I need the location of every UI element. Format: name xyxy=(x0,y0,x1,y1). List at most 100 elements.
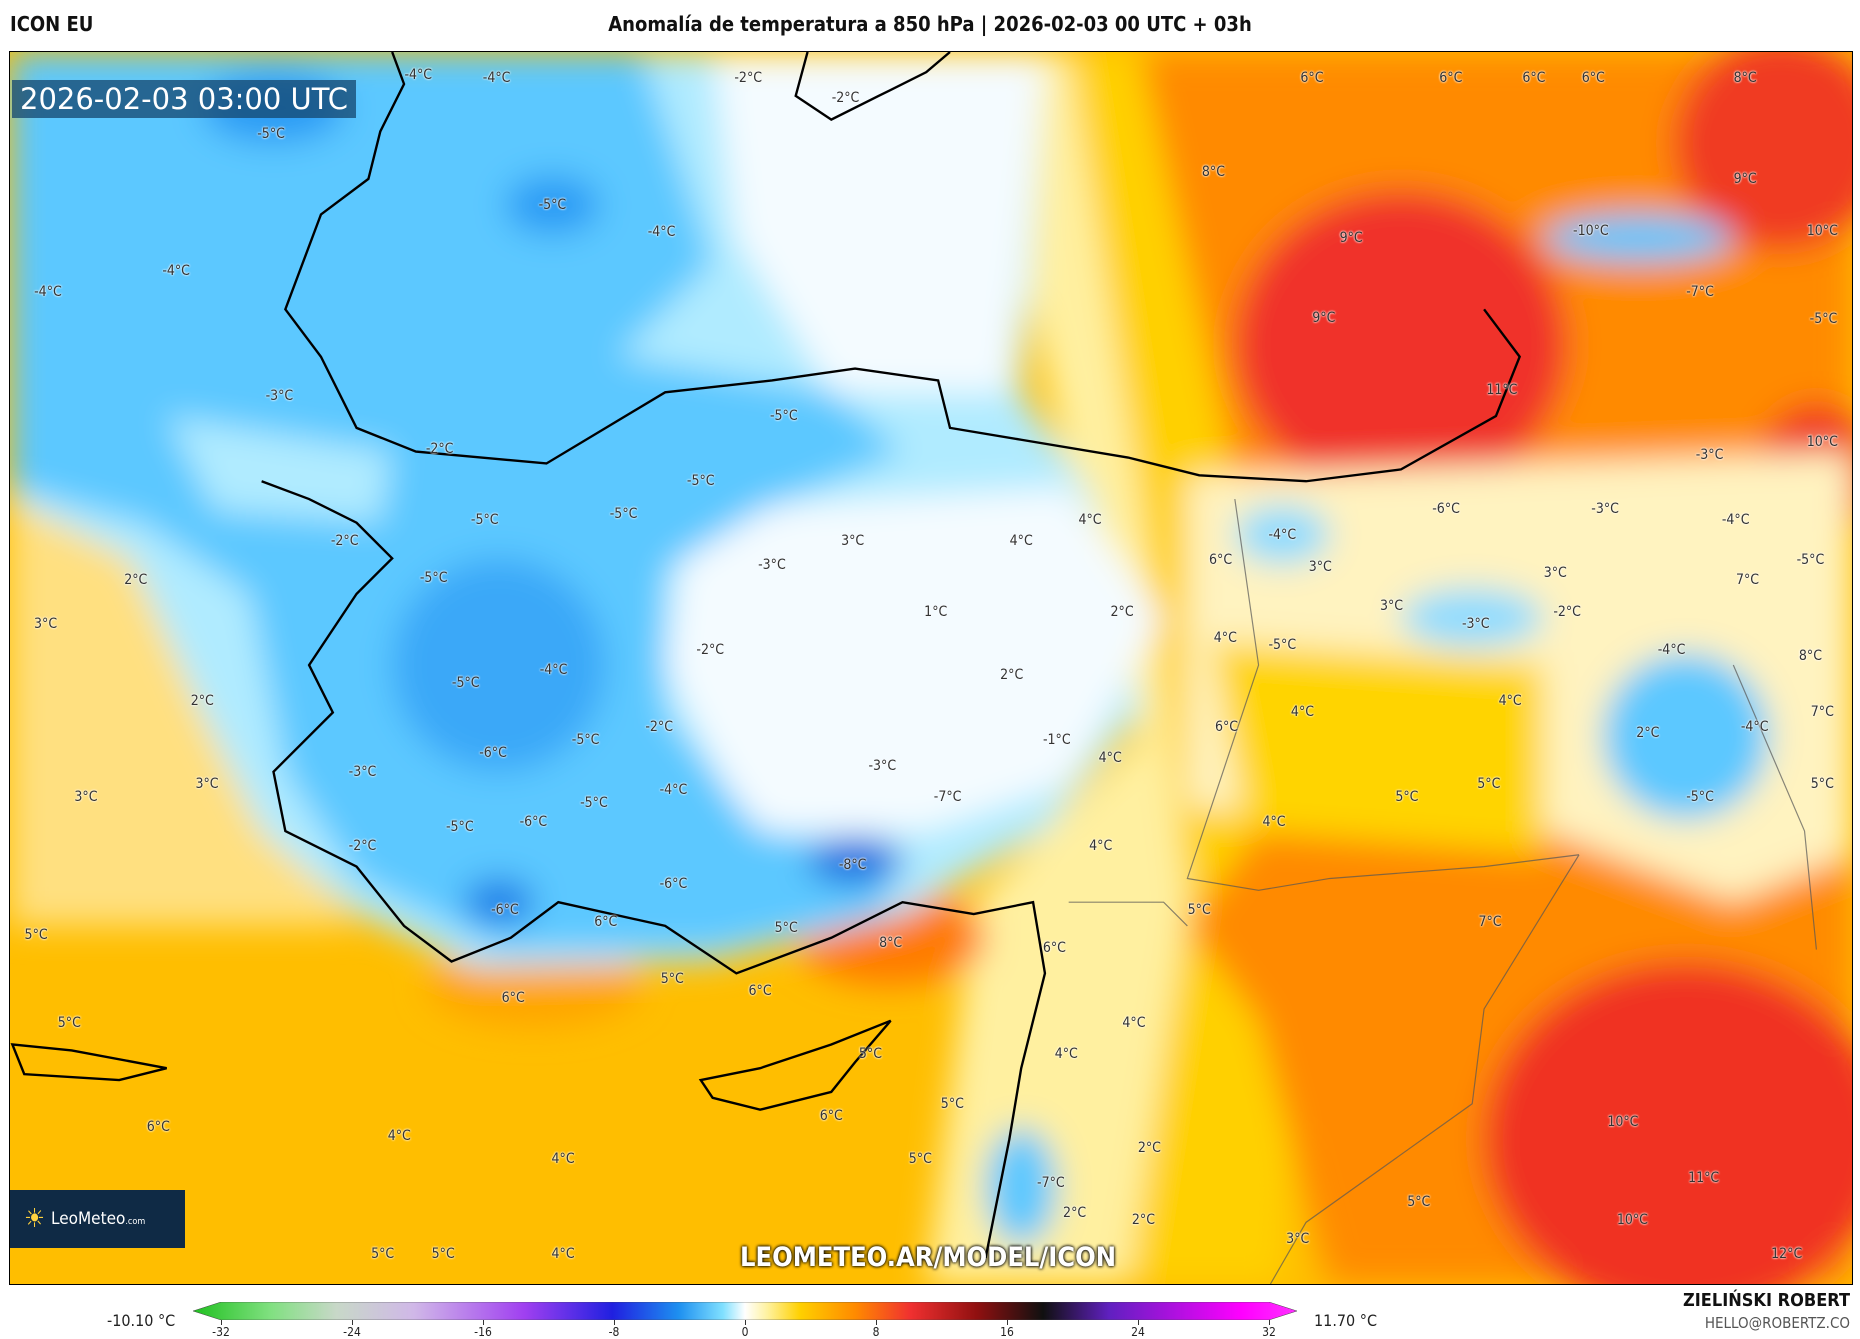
temperature-label: 10°C xyxy=(1806,434,1838,451)
temperature-label: 5°C xyxy=(431,1246,455,1263)
temperature-label: 4°C xyxy=(1054,1045,1078,1062)
temperature-label: 7°C xyxy=(1735,571,1760,588)
temperature-label: 6°C xyxy=(1300,70,1324,87)
temperature-label: -3°C xyxy=(1591,500,1619,517)
temperature-label: -2°C xyxy=(425,441,454,458)
temperature-label: 8°C xyxy=(1733,70,1757,87)
temperature-label: -3°C xyxy=(1695,447,1724,464)
temperature-label: -5°C xyxy=(451,674,480,691)
temperature-label: 5°C xyxy=(1407,1194,1431,1211)
temperature-label: 2°C xyxy=(124,571,148,588)
temperature-label: 3°C xyxy=(34,615,58,632)
temperature-label: 4°C xyxy=(1078,512,1102,529)
colorbar-tick-label: -8 xyxy=(608,1325,620,1339)
temperature-label: 5°C xyxy=(858,1045,883,1062)
valid-time-label: 2026-02-03 03:00 UTC xyxy=(12,80,357,118)
temperature-label: 3°C xyxy=(1379,597,1404,614)
temperature-label: 2°C xyxy=(190,692,214,709)
temperature-label: 5°C xyxy=(1395,788,1419,805)
temperature-label: -6°C xyxy=(659,876,688,893)
borders xyxy=(1068,498,1817,1284)
temperature-label: -4°C xyxy=(404,66,433,83)
colorbar-max-label: 11.70 °C xyxy=(1314,1311,1378,1330)
temperature-label: -4°C xyxy=(162,263,190,280)
temperature-label: 5°C xyxy=(940,1095,964,1112)
temperature-label: 10°C xyxy=(1806,223,1838,240)
temperature-label: -4°C xyxy=(1657,641,1686,658)
map-field xyxy=(10,52,1852,1284)
author-credit: ZIELIŃSKI ROBERT xyxy=(1683,1290,1850,1311)
colorbar-tick-label: 32 xyxy=(1262,1325,1276,1339)
temperature-label: -6°C xyxy=(479,744,507,761)
temperature-label: 4°C xyxy=(1262,813,1286,830)
colorbar-min-label: -10.10 °C xyxy=(107,1311,176,1330)
model-name: ICON EU xyxy=(10,12,94,36)
temperature-label: 2°C xyxy=(1137,1139,1161,1156)
temperature-label: 2°C xyxy=(1110,603,1134,620)
temperature-label: -3°C xyxy=(1461,615,1490,632)
temperature-label: 5°C xyxy=(1187,902,1211,919)
temperature-label: -7°C xyxy=(933,788,962,805)
temperature-label: 3°C xyxy=(1308,558,1332,575)
temperature-label: 7°C xyxy=(1810,704,1834,721)
temperature-label: -4°C xyxy=(1740,718,1769,735)
temperature-label: 4°C xyxy=(1089,838,1113,855)
temperature-label: 4°C xyxy=(551,1246,575,1263)
temperature-label: 10°C xyxy=(1607,1113,1639,1130)
temperature-label: 8°C xyxy=(1201,163,1226,180)
colorbar-tick-label: -24 xyxy=(343,1325,361,1339)
watermark-url: LEOMETEO.AR/MODEL/ICON xyxy=(740,1242,1117,1273)
temperature-anomaly-map[interactable]: -4°C -4°C -2°C -2°C 6°C 6°C 6°C 6°C 8°C -5°C -5°C -… xyxy=(9,51,1853,1285)
temperature-label: 4°C xyxy=(551,1151,575,1168)
temperature-label: 6°C xyxy=(819,1107,843,1124)
temperature-label: -2°C xyxy=(330,532,359,549)
temperature-label: -4°C xyxy=(659,781,688,798)
colorbar-tick-mark xyxy=(483,1320,484,1325)
colorbar xyxy=(193,1302,1297,1320)
temperature-label: -5°C xyxy=(445,819,474,836)
temperature-label: -3°C xyxy=(348,763,377,780)
leometeo-logo[interactable]: ☀ LeoMeteo.com xyxy=(10,1190,185,1248)
temperature-label: 4°C xyxy=(1098,749,1122,766)
temperature-label: -5°C xyxy=(419,570,448,587)
map-title: Anomalía de temperatura a 850 hPa | 2026… xyxy=(608,12,1252,36)
temperature-label: 5°C xyxy=(908,1151,932,1168)
temperature-label: 2°C xyxy=(1000,666,1024,683)
temperature-label: -2°C xyxy=(645,718,674,735)
temperature-label: 5°C xyxy=(57,1015,81,1032)
temperature-label: 6°C xyxy=(1214,718,1239,735)
temperature-label: 4°C xyxy=(1213,629,1237,646)
coastlines xyxy=(10,52,1522,1259)
temperature-label: -4°C xyxy=(34,283,62,300)
colorbar-tick-label: -32 xyxy=(212,1325,230,1339)
colorbar-tick-label: 8 xyxy=(872,1325,880,1339)
temperature-label: 6°C xyxy=(594,914,618,931)
temperature-label: 3°C xyxy=(195,775,219,792)
temperature-label: 9°C xyxy=(1312,309,1336,326)
temperature-label: 11°C xyxy=(1486,381,1518,398)
temperature-label: -8°C xyxy=(838,857,867,874)
temperature-label: -4°C xyxy=(1268,526,1297,543)
temperature-label: -5°C xyxy=(770,408,798,425)
temperature-label: -5°C xyxy=(1796,551,1825,568)
temperature-label: 3°C xyxy=(74,788,98,805)
colorbar-tick-mark xyxy=(876,1320,877,1325)
temperature-label: 3°C xyxy=(1286,1230,1310,1247)
temperature-label: 6°C xyxy=(1522,70,1546,87)
temperature-label: -2°C xyxy=(734,70,763,87)
temperature-label: 5°C xyxy=(1477,775,1501,792)
temperature-label: -7°C xyxy=(1686,283,1714,300)
temperature-label: -10°C xyxy=(1573,223,1609,240)
colorbar-tick-label: 16 xyxy=(1000,1325,1014,1339)
temperature-label: 6°C xyxy=(146,1119,170,1136)
colorbar-tick-label: -16 xyxy=(474,1325,492,1339)
temperature-label: -2°C xyxy=(348,838,377,855)
colorbar-tick-mark xyxy=(1007,1320,1008,1325)
temperature-label: 2°C xyxy=(1063,1204,1087,1221)
temperature-label: -6°C xyxy=(491,902,519,919)
temperature-label: -6°C xyxy=(519,813,548,830)
temperature-label: -5°C xyxy=(580,794,608,811)
temperature-label: -2°C xyxy=(1553,603,1581,620)
colorbar-tick-mark xyxy=(1138,1320,1139,1325)
temperature-label: 5°C xyxy=(24,927,48,944)
